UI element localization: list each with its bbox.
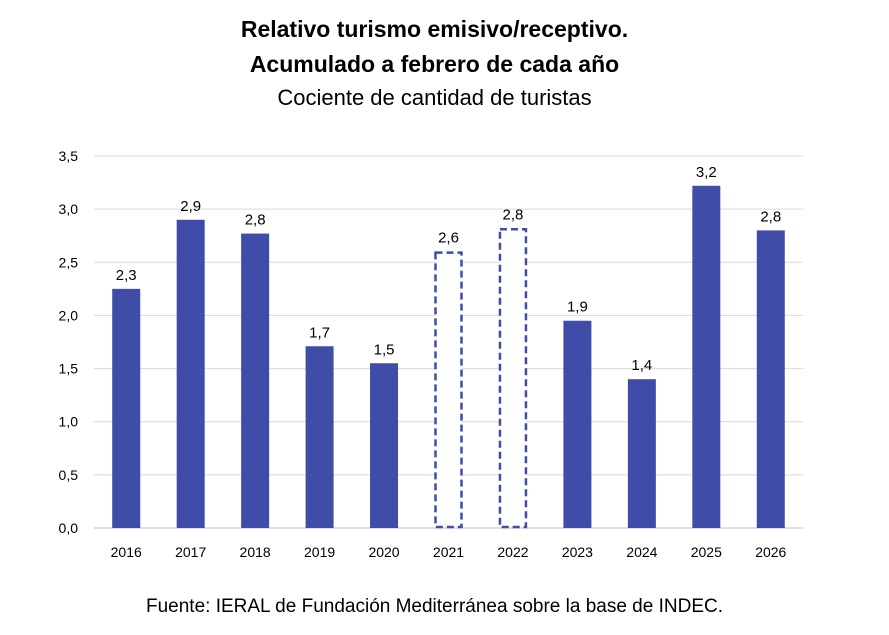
x-tick-label: 2026 (755, 544, 786, 560)
x-tick-label: 2017 (175, 544, 206, 560)
bar (112, 288, 141, 528)
chart-subtitle: Cociente de cantidad de turistas (277, 85, 592, 110)
data-label: 2,8 (245, 212, 266, 229)
bar-outline (498, 228, 528, 529)
x-tick-label: 2018 (240, 544, 271, 560)
data-label: 2,6 (438, 230, 459, 247)
y-tick-label: 3,5 (59, 148, 79, 164)
data-label: 2,9 (180, 198, 201, 215)
data-label: 1,4 (631, 357, 652, 374)
y-tick-label: 0,0 (59, 520, 79, 536)
chart-title-block: Relativo turismo emisivo/receptivo. Acum… (0, 12, 869, 114)
y-tick-label: 1,0 (59, 414, 79, 430)
bar (176, 219, 205, 528)
chart-title-line-2: Acumulado a febrero de cada año (249, 51, 620, 77)
data-label: 2,8 (760, 208, 781, 225)
data-label: 1,9 (567, 299, 588, 316)
x-tick-label: 2019 (304, 544, 335, 560)
bar (241, 233, 270, 529)
y-tick-label: 2,0 (59, 307, 79, 323)
chart-title-line-1: Relativo turismo emisivo/receptivo. (240, 16, 629, 42)
data-label: 1,5 (374, 341, 395, 358)
y-tick-label: 2,5 (59, 254, 79, 270)
x-tick-label: 2016 (111, 544, 142, 560)
x-tick-label: 2024 (626, 544, 657, 560)
data-label: 1,7 (309, 324, 330, 341)
x-tick-label: 2022 (497, 544, 528, 560)
y-tick-label: 0,5 (59, 467, 79, 483)
bar (692, 185, 721, 528)
x-tick-label: 2020 (368, 544, 399, 560)
bar (563, 320, 592, 528)
source-note: Fuente: IERAL de Fundación Mediterránea … (145, 596, 723, 617)
bar (370, 363, 399, 528)
x-tick-label: 2021 (433, 544, 464, 560)
x-tick-label: 2025 (691, 544, 722, 560)
bar (756, 230, 785, 528)
y-tick-label: 3,0 (59, 201, 79, 217)
bar (627, 379, 656, 528)
y-tick-label: 1,5 (59, 361, 79, 377)
data-label: 2,8 (503, 206, 524, 223)
bar-outline (434, 251, 463, 529)
data-label: 2,3 (116, 267, 137, 284)
bar (305, 346, 334, 528)
data-label: 3,2 (696, 164, 717, 181)
x-tick-label: 2023 (562, 544, 593, 560)
